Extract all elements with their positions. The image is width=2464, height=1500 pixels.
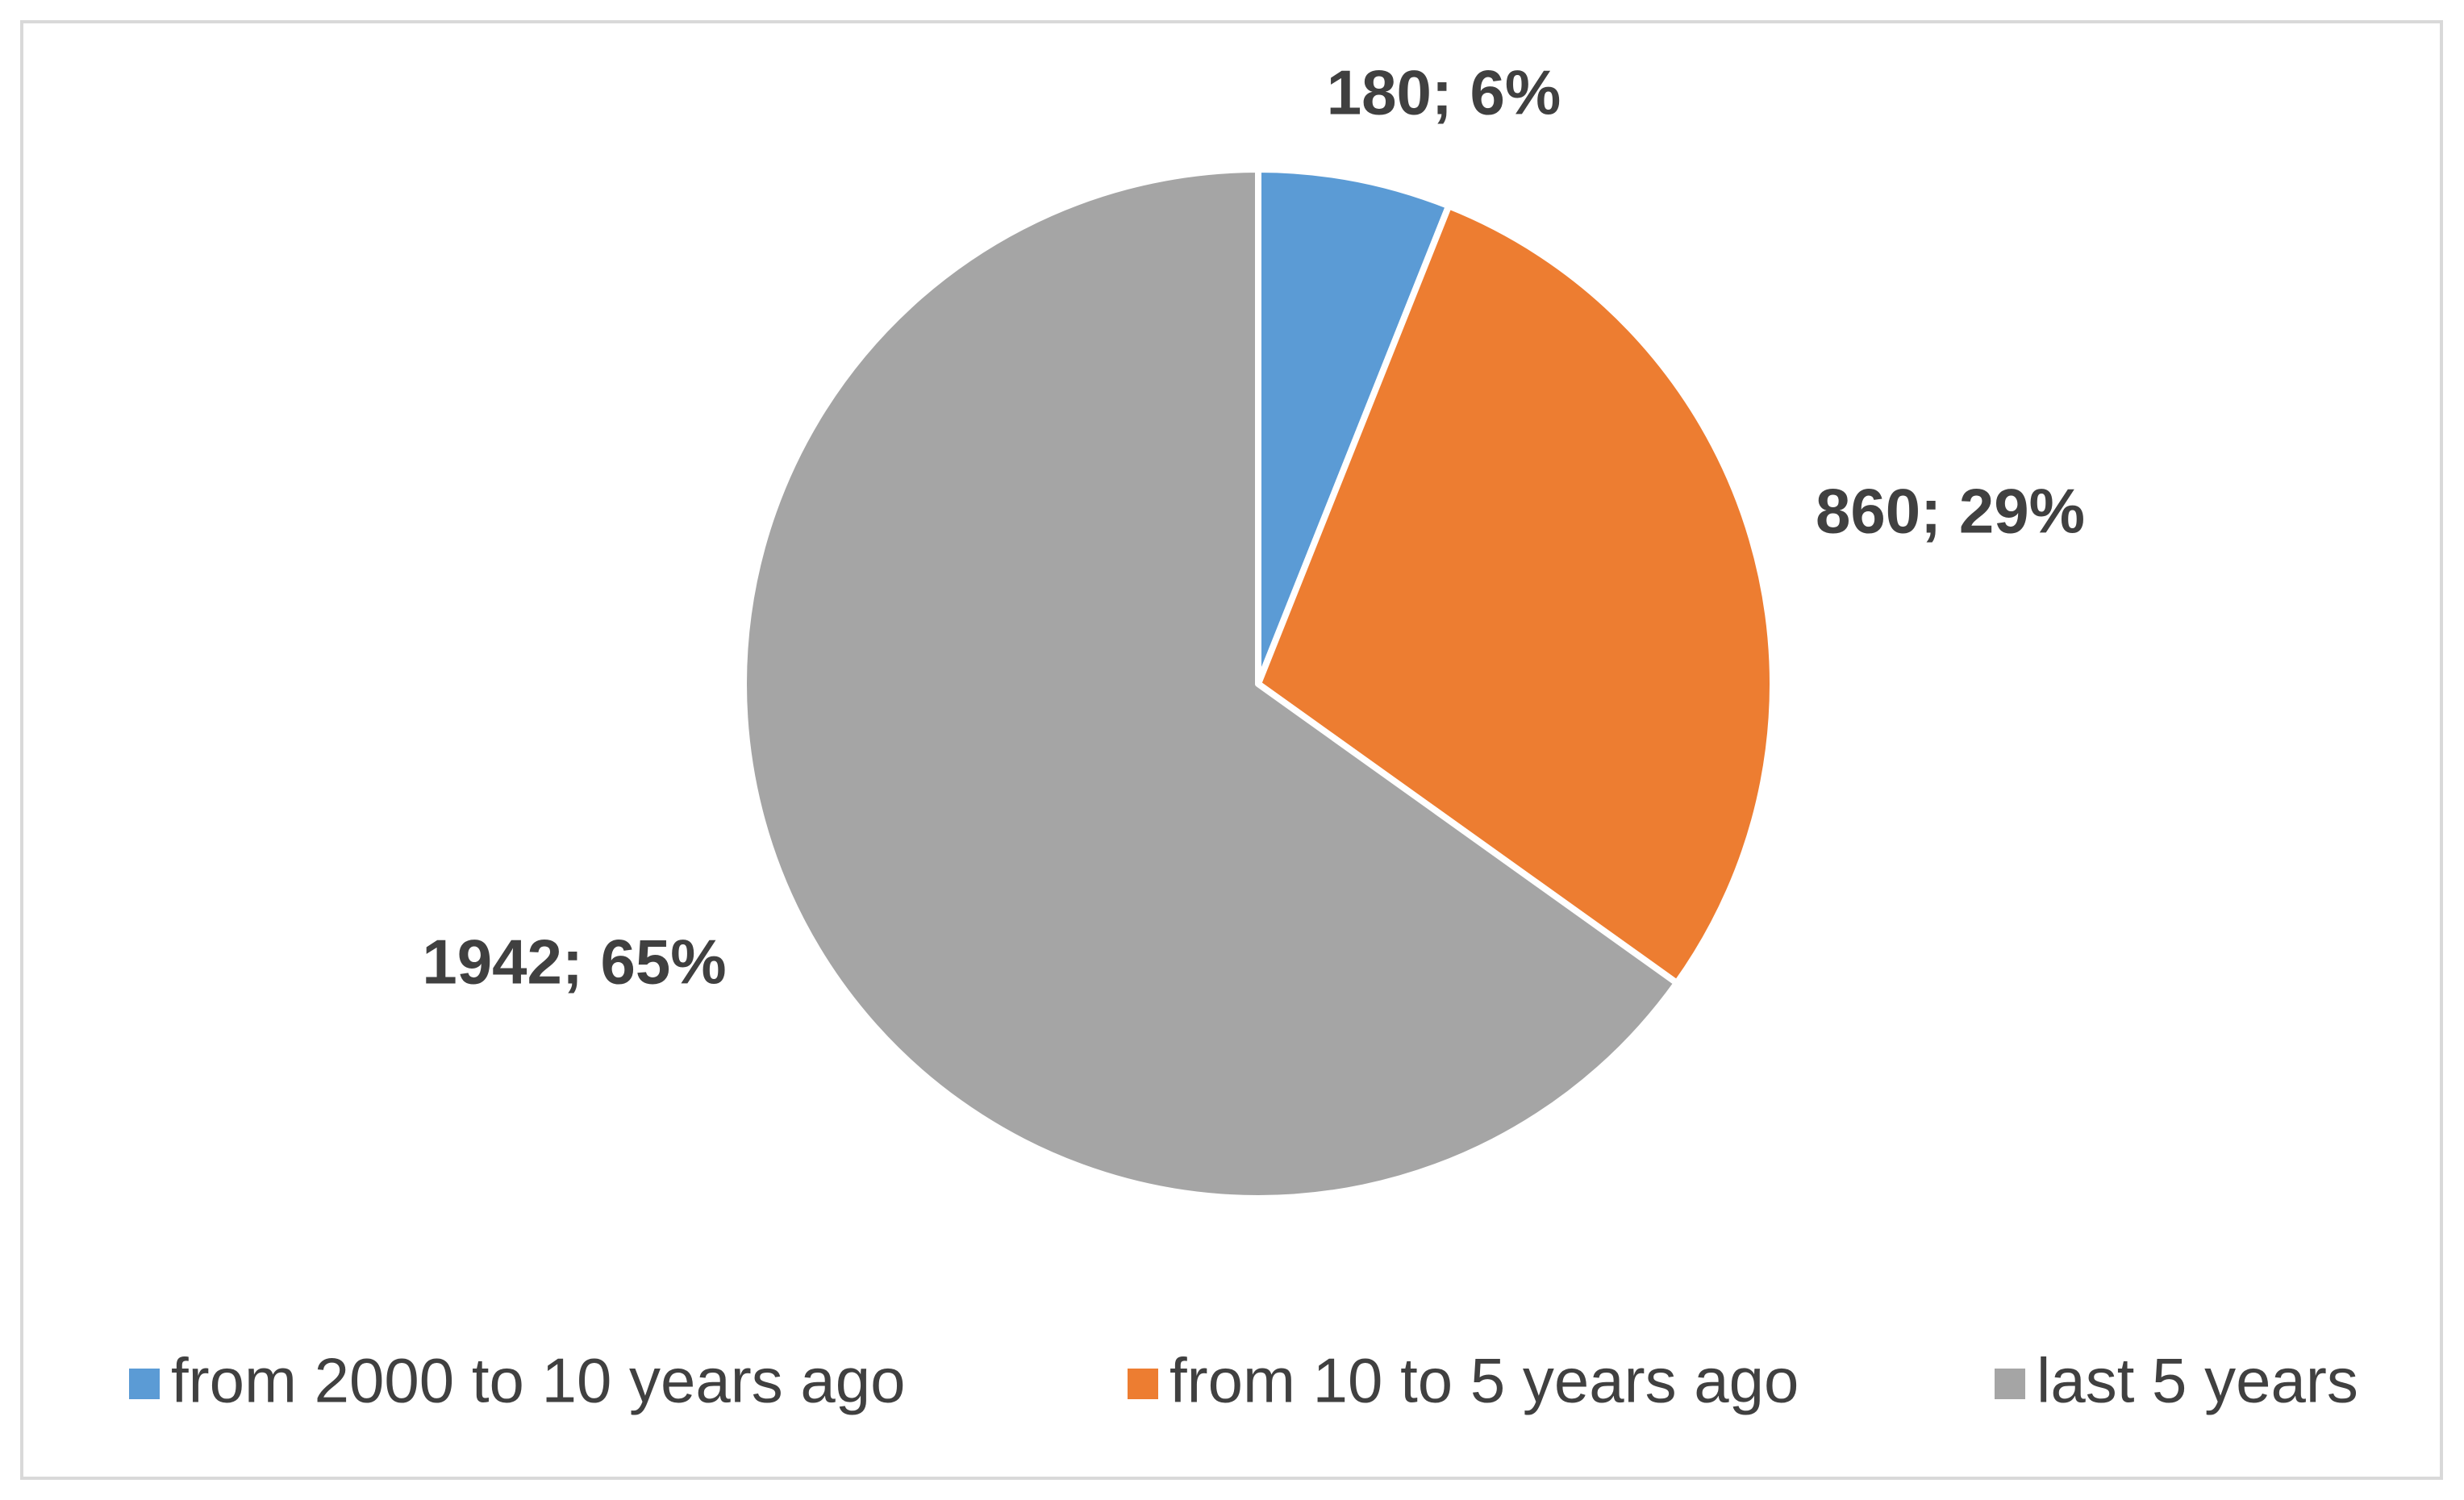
legend-label: last 5 years <box>2037 1345 2358 1416</box>
data-label: 1942; 65% <box>422 927 726 998</box>
legend-swatch <box>129 1369 160 1399</box>
legend-label: from 10 to 5 years ago <box>1169 1345 1799 1416</box>
legend-swatch <box>1128 1369 1158 1399</box>
legend-swatch <box>1995 1369 2025 1399</box>
data-label: 180; 6% <box>1327 57 1561 128</box>
pie-slice <box>1255 202 1776 986</box>
legend-label: from 2000 to 10 years ago <box>171 1345 906 1416</box>
data-label: 860; 29% <box>1816 476 2085 547</box>
pie-slice <box>740 166 1681 1202</box>
pie-slice <box>1255 166 1453 687</box>
